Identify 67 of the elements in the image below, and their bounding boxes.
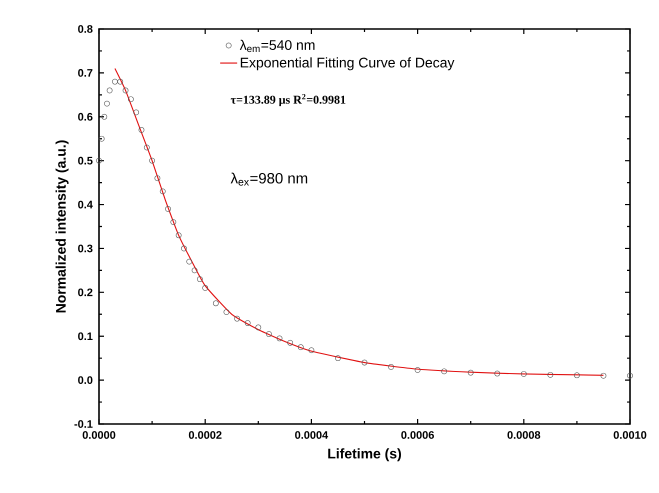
point xyxy=(112,78,118,85)
point xyxy=(276,336,282,342)
y-tick-label: 0.7 xyxy=(78,69,92,77)
point xyxy=(574,372,580,378)
point xyxy=(138,127,144,133)
x-axis-title: Lifetime (s) xyxy=(328,448,401,462)
point xyxy=(600,372,606,379)
point xyxy=(101,114,108,120)
point xyxy=(154,175,160,182)
y-tick-label: 0.3 xyxy=(78,244,92,252)
point xyxy=(202,285,208,291)
point xyxy=(362,360,368,366)
point xyxy=(98,136,105,142)
point xyxy=(144,144,150,150)
annotation: τ=133.89 μs R$^{2}$=0.9981 xyxy=(230,94,346,106)
point xyxy=(224,309,230,315)
y-axis-title: Normalized intensity (a.u.) xyxy=(56,140,69,312)
x-tick-label: 0.0006 xyxy=(401,431,434,439)
point xyxy=(106,88,113,94)
x-tick-label: 0.0010 xyxy=(614,431,646,439)
y-tick-label: 0.5 xyxy=(78,156,93,165)
x-tick-label: 0.0002 xyxy=(188,431,222,439)
x-tick-label: 0.0000 xyxy=(82,431,116,439)
point xyxy=(133,110,140,116)
point xyxy=(494,370,500,376)
point xyxy=(170,219,176,226)
point xyxy=(520,371,527,377)
point xyxy=(308,347,314,354)
y-tick-label: -0.1 xyxy=(74,420,93,428)
point xyxy=(192,268,198,274)
point xyxy=(287,340,294,346)
point xyxy=(122,88,128,94)
point xyxy=(298,344,304,350)
point xyxy=(96,158,102,164)
point xyxy=(128,96,134,102)
y-tick-label: 0.8 xyxy=(78,25,93,33)
y-tick-label: 0.2 xyxy=(78,288,92,296)
point xyxy=(335,355,341,362)
legend-label: λ$_{em}$=540 nm xyxy=(240,40,314,52)
y-tick-label: 0.0 xyxy=(78,376,92,384)
y-tick-label: 0.4 xyxy=(78,200,93,208)
x-tick-label: 0.0004 xyxy=(295,431,328,439)
point xyxy=(160,188,166,194)
point xyxy=(547,372,554,378)
point xyxy=(388,364,394,370)
point xyxy=(468,370,474,376)
point xyxy=(441,368,448,374)
point xyxy=(244,320,251,326)
point xyxy=(165,206,171,212)
point xyxy=(186,258,192,265)
annotation: λ$_{ex}$=980 nm xyxy=(230,172,308,186)
point xyxy=(212,300,219,306)
point xyxy=(255,324,262,330)
point xyxy=(197,276,203,282)
point xyxy=(181,246,187,252)
point xyxy=(149,158,155,164)
y-tick-label: 0.6 xyxy=(78,112,92,121)
point xyxy=(266,331,272,337)
point xyxy=(176,232,182,238)
point xyxy=(117,78,124,85)
legend-label: Exponential Fitting Curve of Decay xyxy=(240,57,454,70)
point xyxy=(104,100,110,107)
y-tick-label: 0.1 xyxy=(78,332,93,340)
point xyxy=(627,372,633,379)
point xyxy=(414,367,420,373)
x-tick-label: 0.0008 xyxy=(507,431,540,439)
point xyxy=(234,316,240,322)
